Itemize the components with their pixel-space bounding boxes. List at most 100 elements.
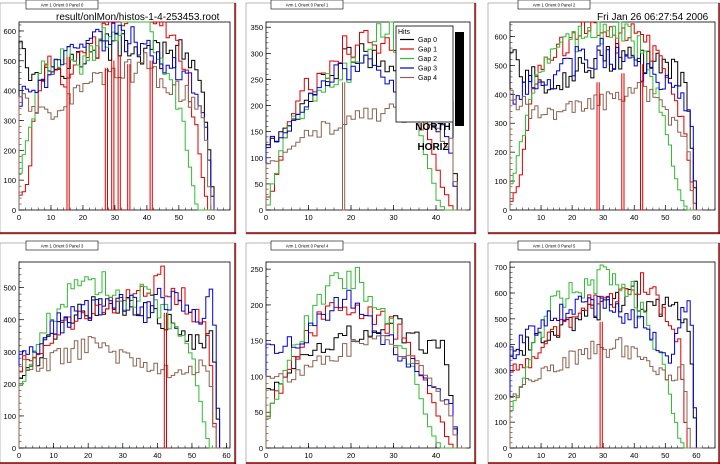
y-tick-label: 200	[250, 102, 263, 111]
x-tick-label: 30	[119, 451, 127, 460]
x-tick-label: 30	[389, 451, 397, 460]
histogram-pad-3: Arm 1 Orient 0 Panel 3 0 100 200 300 400 500 0 1…	[0, 240, 237, 464]
x-tick-label: 40	[432, 451, 440, 460]
y-tick-label: 150	[250, 128, 263, 137]
y-tick-label: 300	[250, 49, 263, 58]
pad-frame	[487, 242, 720, 464]
y-tick-label: 500	[3, 57, 16, 66]
y-tick-label: 50	[255, 180, 263, 189]
y-tick-label: 250	[250, 75, 263, 84]
histogram-title-box	[270, 0, 344, 10]
x-tick-label: 20	[568, 213, 576, 222]
x-tick-label: 60	[692, 451, 700, 460]
series-gap3-line	[18, 287, 224, 449]
y-tick-label: 100	[494, 177, 507, 186]
y-tick-label: 300	[3, 348, 16, 357]
histogram-pad-4: Arm 1 Orient 0 Panel 4 0 50 100 150 200 250 0 10…	[245, 240, 477, 464]
file-path-label: result/onlMon/histos-1-4-253453.root	[56, 12, 220, 23]
x-tick-label: 30	[389, 213, 397, 222]
x-tick-label: 40	[153, 451, 161, 460]
dead-channel-spike	[111, 60, 115, 211]
histogram-pad-0: Arm 1 Orient 0 Panel 0010020030040050060…	[0, 0, 237, 235]
y-tick-label: 600	[3, 27, 16, 36]
legend-entry: Gap 3	[418, 66, 437, 73]
legend-entry: Gap 1	[418, 47, 437, 54]
y-tick-label: 200	[494, 148, 507, 157]
y-tick-label: 250	[250, 265, 263, 274]
histogram-title: Arm 1 Orient 0 Panel 1	[286, 3, 329, 8]
histogram-title-box	[517, 240, 591, 251]
series-gap4-line	[18, 336, 224, 449]
series-gap4-line	[265, 103, 466, 211]
histogram-title-box	[25, 0, 99, 10]
x-tick-label: 50	[188, 451, 196, 460]
dead-channel-spike	[596, 82, 600, 211]
dead-channel-spike	[163, 312, 167, 449]
series-gap2-line	[18, 21, 218, 211]
x-tick-label: 20	[347, 451, 355, 460]
y-tick-label: 300	[3, 116, 16, 125]
dead-channel-spike	[149, 60, 153, 211]
y-tick-label: 200	[494, 392, 507, 401]
dead-channel-spike	[599, 321, 603, 449]
series-gap0-line	[509, 43, 703, 211]
y-tick-label: 300	[494, 367, 507, 376]
y-tick-label: 400	[494, 341, 507, 350]
pad-frame	[487, 2, 720, 235]
x-tick-label: 40	[630, 213, 638, 222]
x-tick-label: 10	[47, 213, 55, 222]
y-tick-label: 500	[494, 315, 507, 324]
y-tick-label: 350	[250, 23, 263, 32]
series-gap1-line	[18, 21, 218, 211]
series-gap4-line	[265, 335, 466, 449]
series-gap3-line	[509, 295, 703, 449]
histogram-title: Arm 1 Orient 0 Panel 2	[533, 3, 576, 8]
y-tick-label: 600	[494, 289, 507, 298]
series-gap2-line	[509, 21, 703, 211]
y-tick-label: 0	[12, 206, 16, 215]
date-label: Fri Jan 26 06:27:54 2006	[597, 12, 709, 23]
histogram-title: Arm 1 Orient 0 Panel 5	[533, 244, 576, 249]
y-tick-label: 0	[12, 444, 16, 453]
y-tick-label: 400	[3, 316, 16, 325]
dead-channel-spike	[342, 82, 346, 211]
y-tick-label: 50	[255, 408, 263, 417]
y-tick-label: 400	[3, 87, 16, 96]
x-tick-label: 30	[111, 213, 119, 222]
series-gap2-line	[509, 264, 703, 449]
x-tick-label: 50	[175, 213, 183, 222]
histogram-pad-2: Arm 1 Orient 0 Panel 2010020030040050060…	[487, 0, 720, 235]
x-tick-label: 20	[84, 451, 92, 460]
y-tick-label: 0	[259, 444, 263, 453]
y-tick-label: 500	[494, 61, 507, 70]
x-tick-label: 0	[508, 451, 512, 460]
x-tick-label: 10	[304, 451, 312, 460]
y-tick-label: 400	[494, 90, 507, 99]
y-tick-label: 100	[250, 154, 263, 163]
x-tick-label: 20	[568, 451, 576, 460]
annotation-north: NORTH	[415, 122, 451, 133]
histogram-title: Arm 1 Orient 0 Panel 0	[41, 3, 84, 8]
y-tick-label: 600	[494, 32, 507, 41]
histogram-pad-5: Arm 1 Orient 0 Panel 5010020030040050060…	[487, 240, 720, 464]
x-tick-label: 40	[143, 213, 151, 222]
series-gap0-line	[265, 315, 466, 449]
legend-shadow	[455, 32, 464, 126]
histogram-title: Arm 1 Orient 0 Panel 3	[41, 244, 84, 249]
y-tick-label: 300	[494, 119, 507, 128]
y-tick-label: 500	[3, 284, 16, 293]
y-tick-label: 0	[503, 444, 507, 453]
y-tick-label: 150	[250, 337, 263, 346]
histogram-title-box	[270, 240, 344, 251]
dead-channel-spike	[640, 64, 644, 211]
y-tick-label: 200	[250, 301, 263, 310]
y-tick-label: 100	[3, 412, 16, 421]
series-gap3-line	[265, 289, 466, 449]
pad-frame	[0, 242, 237, 464]
legend-entry: Gap 4	[418, 75, 437, 82]
series-gap4-line	[509, 337, 703, 449]
histogram-title-box	[25, 240, 99, 251]
series-gap3-line	[18, 22, 218, 211]
x-tick-label: 10	[49, 451, 57, 460]
